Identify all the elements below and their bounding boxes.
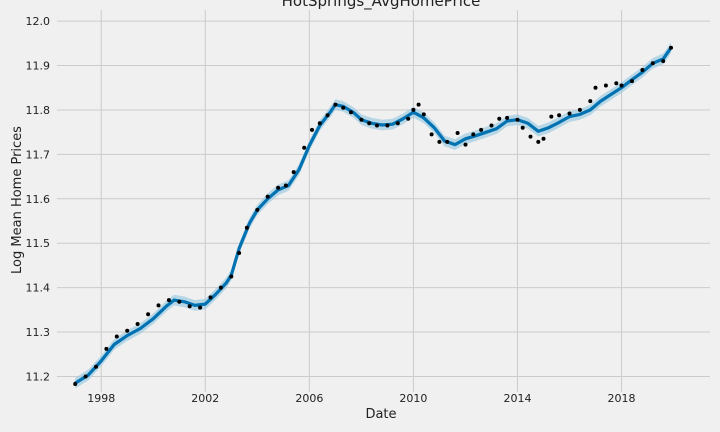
observed-point (367, 121, 372, 126)
tick-label-layer: 1998 2002 2006 2010 2014 2018 11.2 11.3 11.4 11.5… (26, 15, 636, 405)
observed-point (437, 139, 442, 144)
observed-point (567, 111, 572, 116)
y-tick-label: 11.6 (26, 193, 51, 206)
observed-point (385, 123, 390, 128)
observed-point (541, 136, 546, 141)
observed-point (603, 83, 608, 88)
observed-point (244, 225, 249, 230)
series-layer (73, 45, 673, 386)
observed-point (125, 328, 130, 333)
grid-layer (57, 10, 710, 392)
y-tick-label: 11.7 (26, 148, 51, 161)
observed-point (218, 285, 223, 290)
observed-point (505, 115, 510, 120)
observed-point (614, 81, 619, 86)
y-tick-label: 11.8 (26, 104, 51, 117)
observed-point (650, 61, 655, 66)
y-tick-label: 11.9 (26, 60, 51, 73)
observed-point (489, 123, 494, 128)
observed-point (406, 116, 411, 121)
observed-point (237, 251, 242, 255)
observed-point (416, 102, 421, 107)
observed-point (349, 110, 353, 115)
observed-point (640, 68, 645, 72)
observed-point (588, 99, 593, 104)
observed-point (198, 305, 203, 310)
observed-point (536, 139, 541, 144)
observed-point (445, 139, 450, 144)
observed-point (669, 45, 673, 50)
observed-point (291, 170, 296, 175)
observed-point (463, 142, 468, 147)
observed-point (283, 183, 288, 188)
observed-point (302, 145, 307, 150)
observed-point (375, 123, 379, 128)
observed-point (177, 299, 182, 304)
forecast-line (73, 46, 673, 385)
x-tick-label: 2002 (191, 392, 219, 405)
observed-point (317, 121, 322, 126)
observed-point (265, 194, 270, 199)
x-tick-label: 2014 (503, 392, 531, 405)
observed-point (156, 303, 161, 308)
observed-point (310, 127, 314, 132)
observed-point (166, 298, 171, 303)
observed-point (520, 125, 525, 130)
observed-point (455, 131, 460, 135)
observed-point (395, 121, 400, 126)
y-tick-label: 11.3 (26, 326, 51, 339)
observed-point (83, 374, 88, 379)
observed-point (333, 102, 338, 107)
y-tick-label: 12.0 (26, 15, 51, 28)
y-tick-label: 11.4 (26, 282, 51, 295)
x-tick-label: 2018 (608, 392, 636, 405)
y-axis-title: Log Mean Home Prices (10, 126, 25, 274)
observed-point (577, 107, 582, 112)
observed-point (593, 85, 598, 90)
observed-point (229, 274, 234, 279)
x-tick-label: 2006 (295, 392, 323, 405)
x-axis-title: Date (365, 407, 396, 422)
x-tick-label: 1998 (87, 392, 115, 405)
observed-point (208, 295, 213, 300)
chart-title: HotSprings_AvgHomePrice (282, 0, 481, 11)
observed-point (359, 117, 364, 122)
observed-point (549, 114, 554, 119)
y-tick-label: 11.5 (26, 237, 51, 250)
observed-point (411, 107, 416, 112)
observed-point (114, 334, 119, 339)
observed-point (187, 304, 192, 309)
observed-point (471, 132, 476, 137)
observed-point (341, 105, 346, 110)
observed-point (429, 132, 434, 137)
observed-point (276, 185, 281, 190)
observed-point (557, 113, 562, 118)
observed-point (497, 116, 502, 121)
x-tick-label: 2010 (399, 392, 427, 405)
observed-point (421, 112, 426, 117)
observed-point (479, 127, 484, 132)
y-tick-label: 11.2 (26, 370, 51, 383)
observed-point (73, 382, 78, 386)
observed-point (135, 322, 140, 326)
observed-point (104, 346, 109, 351)
observed-point (255, 207, 260, 212)
observed-point (630, 79, 634, 84)
observed-point (528, 134, 533, 139)
observed-point (661, 59, 666, 64)
observed-point (515, 117, 520, 122)
observed-point (325, 113, 330, 118)
observed-point (146, 312, 151, 317)
observed-point (94, 364, 98, 369)
observed-point (619, 83, 624, 88)
